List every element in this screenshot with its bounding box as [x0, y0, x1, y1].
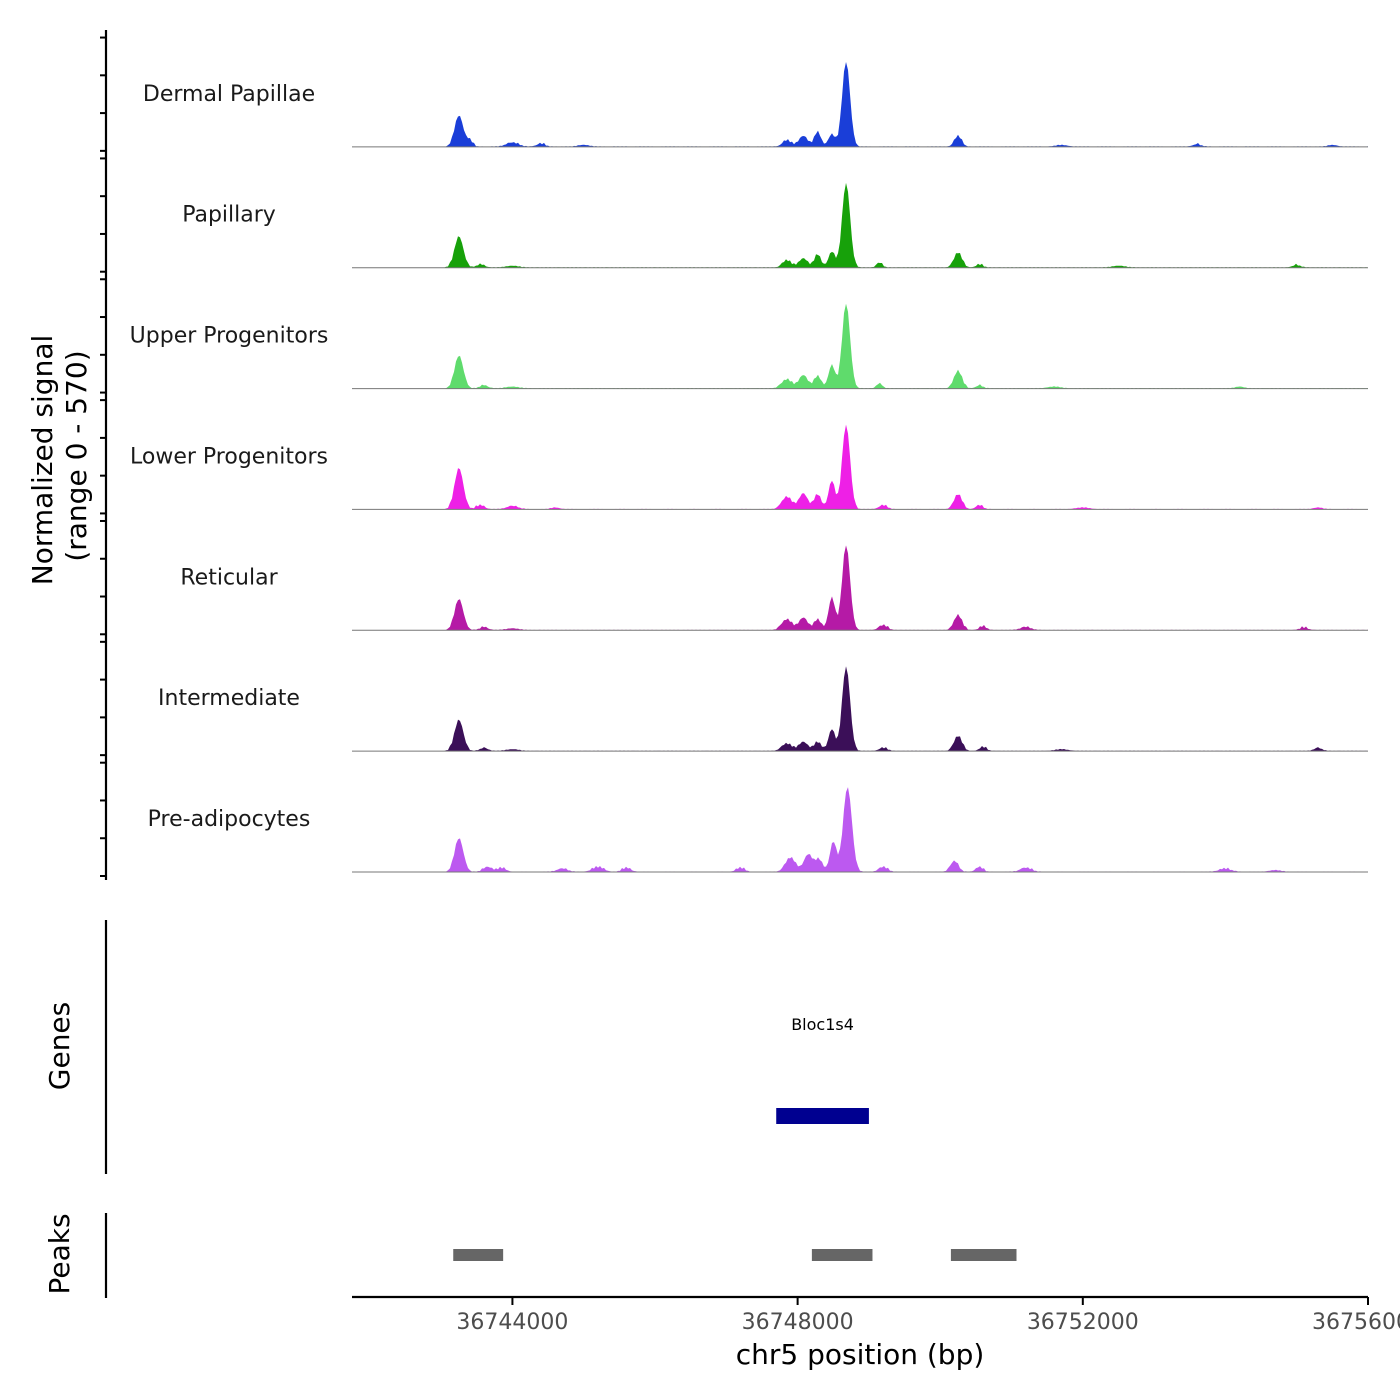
- signal-tracks: Dermal Papillae Papillary Upper Progenitor…: [130, 62, 1368, 873]
- track-label: Lower Progenitors: [130, 444, 328, 469]
- track-label: Papillary: [182, 203, 276, 228]
- x-tick-label: 36752000: [1027, 1310, 1139, 1335]
- track-reticular: Reticular: [180, 545, 1368, 631]
- y-axis-title-line1: Normalized signal: [26, 335, 59, 586]
- track-upper-progenitors: Upper Progenitors: [130, 303, 1368, 390]
- track-papillary: Papillary: [182, 182, 1368, 269]
- signal-y-ticks: [100, 36, 106, 877]
- signal-area: [352, 424, 1368, 510]
- track-label: Reticular: [180, 565, 278, 590]
- peak-region: [453, 1249, 504, 1261]
- genes-axis-title: Genes: [43, 1002, 76, 1090]
- peak-region: [950, 1249, 1017, 1261]
- track-intermediate: Intermediate: [158, 666, 1368, 752]
- x-tick-label: 36748000: [742, 1310, 854, 1335]
- track-pre-adipocytes: Pre-adipocytes: [148, 787, 1368, 873]
- signal-area: [352, 303, 1368, 389]
- gene-body: [776, 1108, 869, 1124]
- track-label: Intermediate: [158, 686, 300, 711]
- track-label: Upper Progenitors: [130, 324, 329, 349]
- peak-region: [811, 1249, 873, 1261]
- y-axis-title-line2: (range 0 - 570): [60, 350, 93, 561]
- peaks-axis-title: Peaks: [43, 1213, 76, 1294]
- signal-area: [352, 666, 1368, 752]
- signal-area: [352, 182, 1368, 268]
- x-axis-ticks: 36744000 36748000 36752000 36756000: [456, 1297, 1400, 1335]
- peak-track: [453, 1249, 1017, 1261]
- x-tick-label: 36744000: [456, 1310, 568, 1335]
- track-dermal-papillae: Dermal Papillae: [143, 62, 1368, 148]
- x-tick-label: 36756000: [1312, 1310, 1400, 1335]
- x-axis-title: chr5 position (bp): [736, 1338, 985, 1371]
- signal-area: [352, 545, 1368, 631]
- track-label: Dermal Papillae: [143, 82, 315, 107]
- signal-area: [352, 62, 1368, 147]
- gene-track: Bloc1s4: [776, 1015, 869, 1124]
- track-lower-progenitors: Lower Progenitors: [130, 424, 1368, 510]
- signal-area: [352, 787, 1368, 872]
- track-label: Pre-adipocytes: [148, 807, 311, 832]
- gene-label: Bloc1s4: [791, 1015, 854, 1034]
- signal-y-axis-title: Normalized signal (range 0 - 570): [26, 335, 93, 586]
